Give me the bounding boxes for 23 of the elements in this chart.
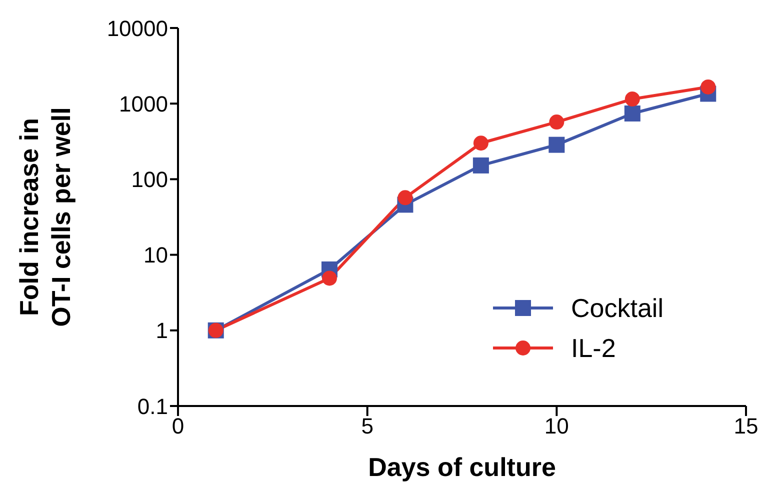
point — [398, 190, 413, 206]
x-axis-title: Days of culture — [368, 452, 556, 482]
point — [472, 157, 489, 174]
legend-label: Cocktail — [571, 292, 664, 324]
x-tick-label: 10 — [544, 414, 569, 439]
y-tick-label: 0.1 — [137, 394, 168, 419]
y-axis-title: Fold increase in OT-I cells per well — [14, 107, 76, 327]
y-tick-label: 10 — [144, 242, 168, 268]
y-tick-label: 100 — [131, 167, 168, 192]
point — [473, 136, 488, 151]
x-tick-label: 5 — [361, 414, 374, 439]
point — [624, 92, 640, 107]
point — [624, 105, 640, 122]
point — [549, 114, 564, 130]
legend-label: IL-2 — [571, 332, 616, 364]
y-tick-label: 1000 — [119, 91, 168, 116]
point — [700, 79, 716, 94]
point — [322, 270, 337, 286]
y-tick-label: 1 — [156, 318, 168, 344]
x-tick-label: 15 — [734, 414, 758, 439]
point — [548, 136, 565, 153]
x-tick-label: 0 — [172, 414, 184, 439]
y-tick-label: 10000 — [106, 16, 168, 41]
